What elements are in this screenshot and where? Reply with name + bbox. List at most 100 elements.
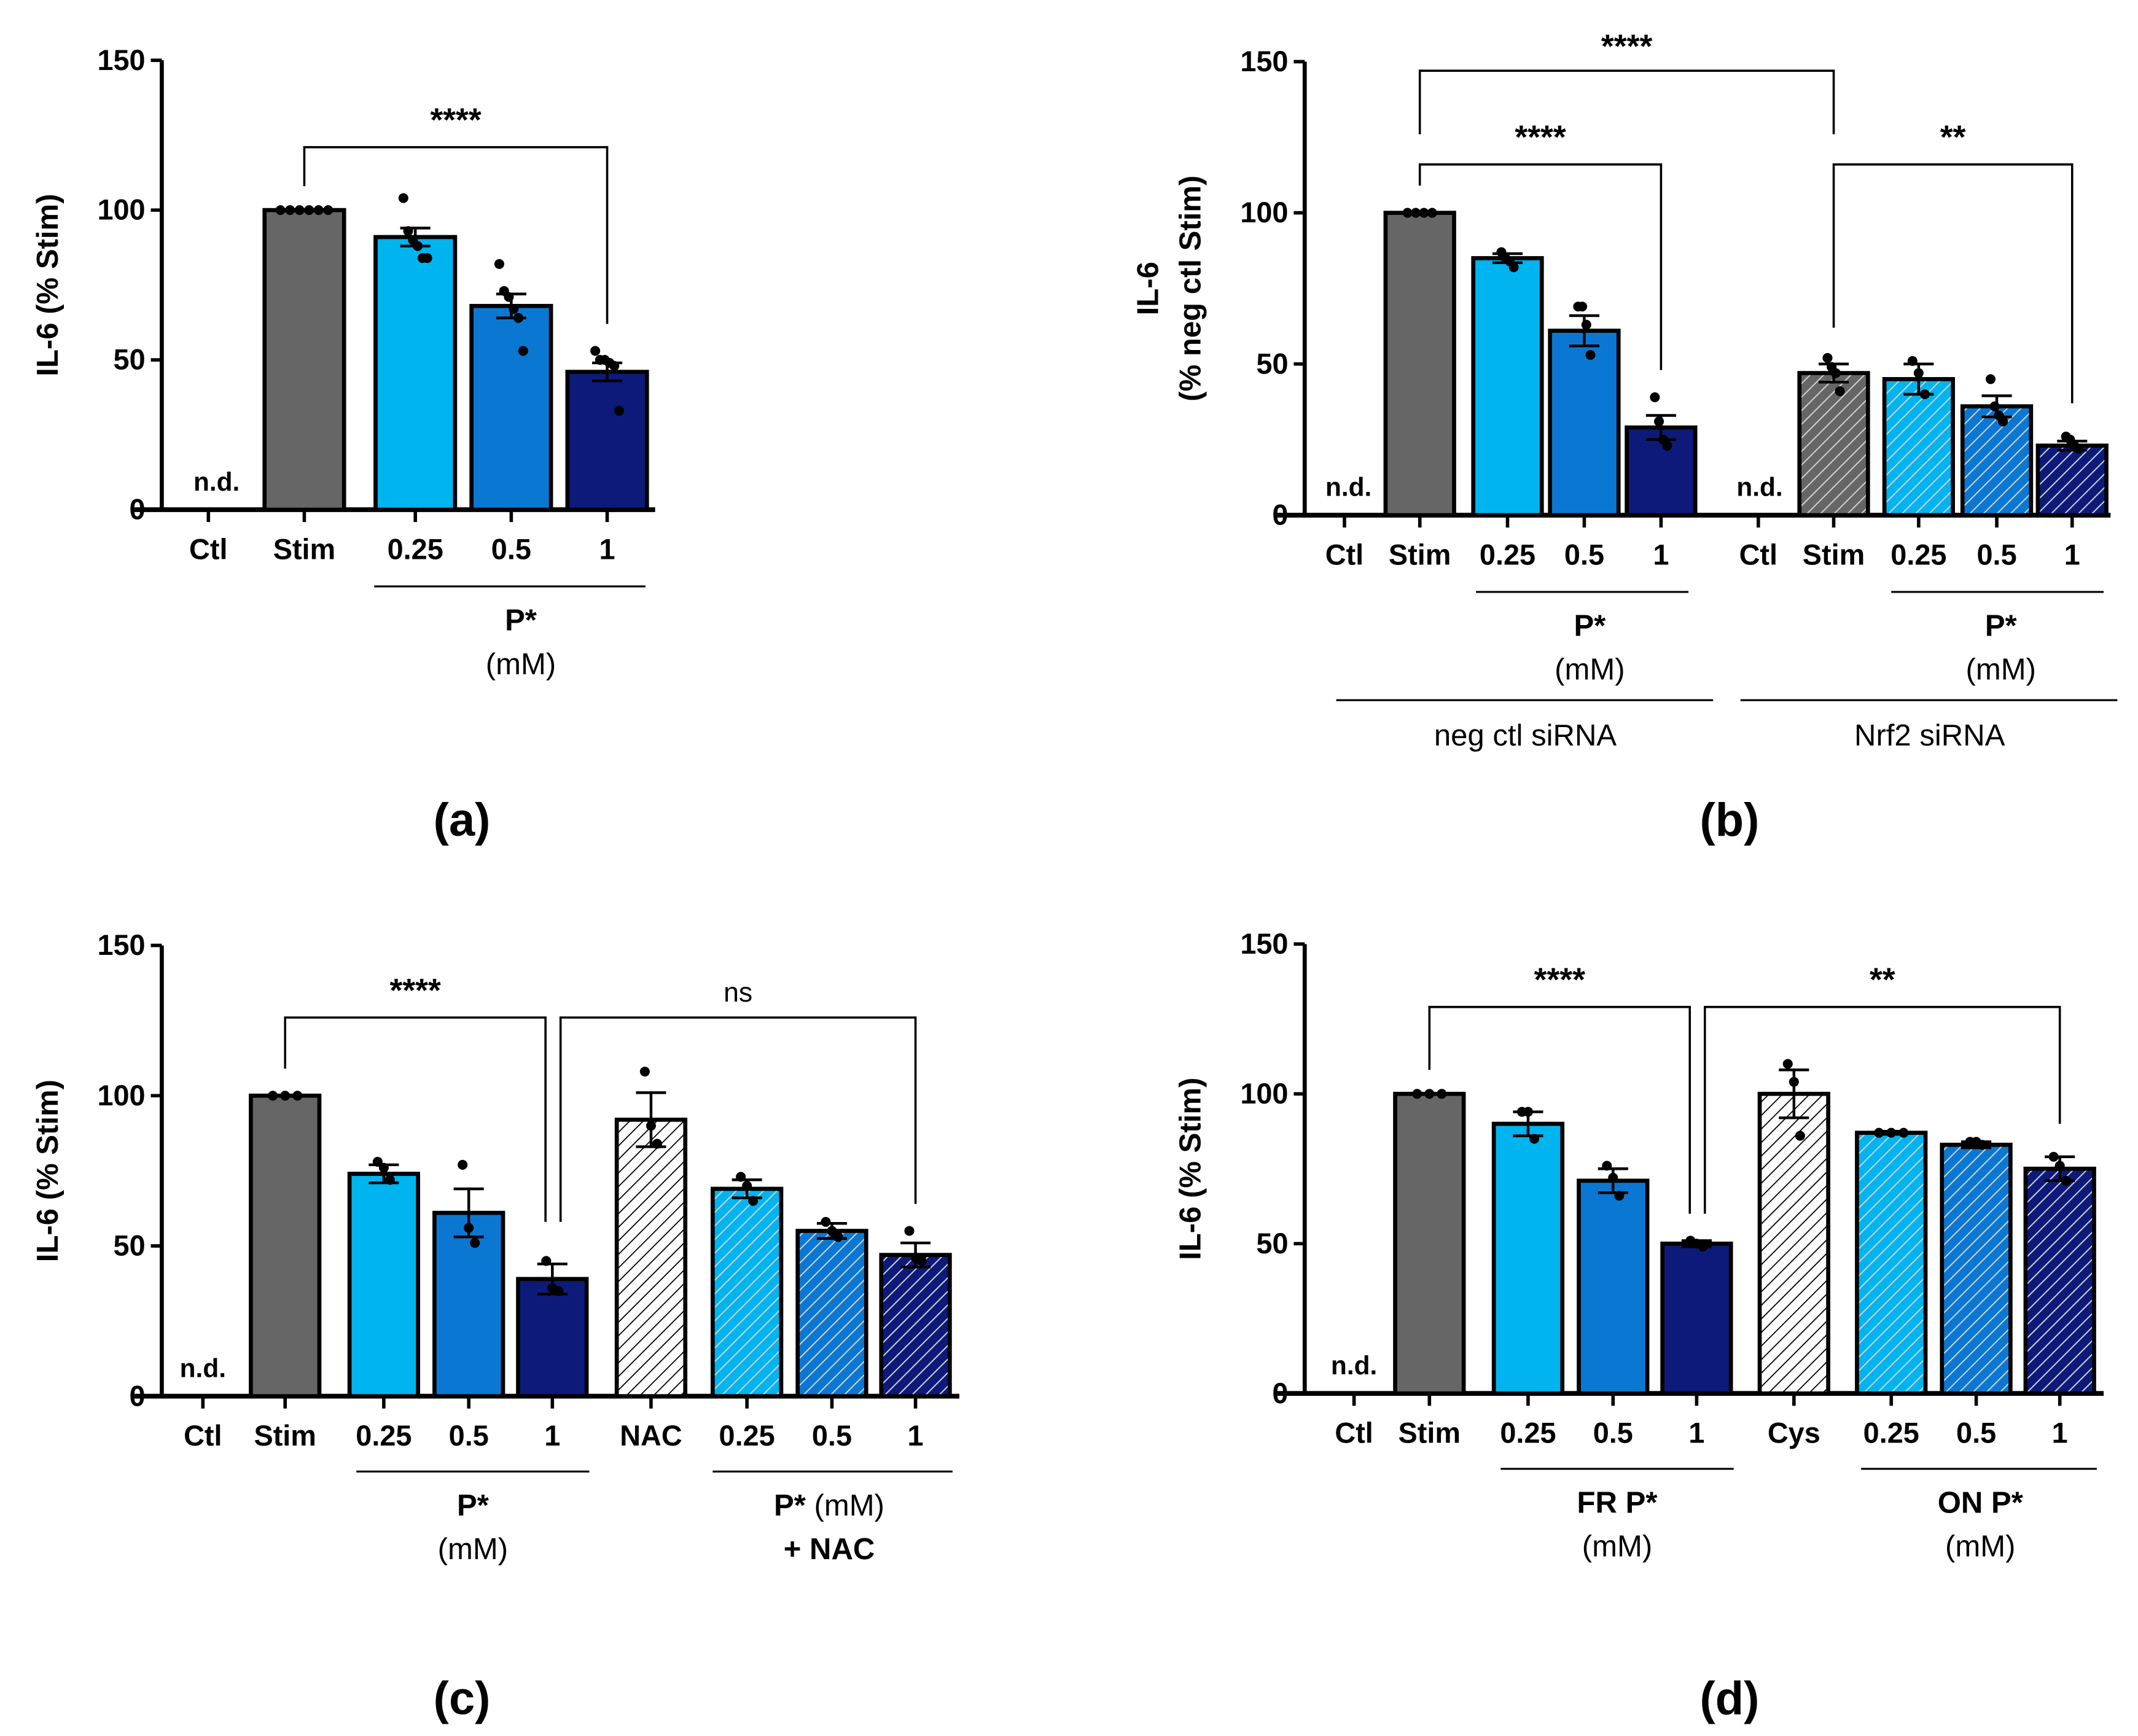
group-label: P* — [457, 1489, 490, 1522]
data-point — [1427, 208, 1437, 218]
significance-label: **** — [390, 973, 442, 1009]
significance-bracket — [1832, 163, 2074, 403]
x-tick-label: 0.25 — [356, 1420, 412, 1452]
bar — [711, 1186, 784, 1398]
y-tick-label: 150 — [97, 44, 145, 76]
data-point — [294, 205, 305, 216]
y-tick-label: 100 — [1240, 1078, 1288, 1110]
x-tick-label: 1 — [599, 533, 615, 565]
data-point — [1412, 1089, 1422, 1099]
x-tick-label: Ctl — [1335, 1417, 1373, 1449]
group-label: P* — [1985, 609, 2018, 642]
data-point — [1654, 416, 1664, 427]
data-point — [1508, 262, 1519, 273]
group-label: (mM) — [1582, 1530, 1652, 1563]
data-point — [1402, 208, 1413, 218]
bar — [1660, 1241, 1733, 1396]
bar — [2035, 443, 2109, 518]
significance-label: **** — [430, 103, 482, 139]
bar — [516, 1277, 589, 1398]
x-tick-label: 0.25 — [1890, 539, 1946, 570]
y-tick-label: 50 — [114, 1230, 146, 1262]
y-tick-label: 150 — [1240, 45, 1288, 77]
bar — [1960, 404, 2034, 518]
data-point — [1898, 1127, 1909, 1138]
x-tick-label: 1 — [544, 1420, 560, 1452]
x-tick-label: Stim — [1803, 539, 1865, 570]
bar — [1491, 1121, 1565, 1396]
data-point — [1410, 208, 1421, 218]
x-tick-label: 0.25 — [1863, 1417, 1919, 1449]
y-axis-label: IL-6 (% Stim) — [31, 1080, 64, 1262]
x-tick-label: 1 — [2064, 539, 2080, 570]
x-tick-label: Ctl — [1739, 539, 1777, 570]
chart-panel-b: 050100150IL-6(% neg ctl Stim)Ctln.d.Stim… — [1132, 29, 2118, 846]
not-detected-label: n.d. — [1331, 1351, 1377, 1380]
data-point — [1437, 1089, 1447, 1099]
panel-label: (d) — [1700, 1672, 1760, 1724]
x-tick-label: 0.25 — [719, 1420, 775, 1452]
y-tick-label: 100 — [97, 194, 145, 226]
data-point — [268, 1091, 278, 1101]
y-tick-label: 50 — [1256, 1228, 1288, 1259]
data-point — [470, 1238, 480, 1248]
group-label-part: P* — [774, 1489, 806, 1522]
data-point — [280, 1091, 291, 1101]
significance-label: **** — [1601, 29, 1653, 65]
data-point — [639, 1067, 650, 1077]
data-point — [2073, 443, 2083, 454]
data-point — [1581, 319, 1591, 330]
data-point — [398, 193, 408, 203]
not-detected-label: n.d. — [193, 467, 240, 496]
not-detected-label: n.d. — [180, 1353, 226, 1382]
bar — [347, 1172, 421, 1398]
panel-label: (a) — [434, 794, 491, 846]
x-tick-label: 0.5 — [812, 1420, 852, 1452]
bar — [1383, 211, 1456, 518]
data-point — [422, 253, 432, 263]
x-tick-label: Ctl — [189, 533, 227, 565]
data-point — [1985, 374, 1996, 384]
data-point — [904, 1226, 915, 1236]
x-tick-label: 0.5 — [1564, 539, 1604, 570]
group-label: (mM) — [1966, 653, 2036, 687]
bar — [795, 1229, 868, 1398]
bar — [1757, 1091, 1830, 1396]
data-point — [292, 1091, 303, 1101]
group-label: (mM) — [438, 1533, 508, 1566]
y-tick-label: 50 — [1256, 348, 1288, 380]
not-detected-label: n.d. — [1736, 473, 1782, 502]
bar — [373, 235, 458, 512]
outer-group-label: Nrf2 siRNA — [1854, 719, 2005, 752]
y-tick-label: 150 — [1240, 928, 1288, 960]
significance-bracket — [559, 1016, 917, 1222]
significance-label: **** — [1534, 962, 1586, 998]
significance-label: **** — [1515, 119, 1566, 155]
bar — [1393, 1091, 1466, 1396]
data-point — [458, 1159, 468, 1170]
bar — [432, 1210, 505, 1398]
chart-panel-d: 050100150IL-6 (% Stim)Ctln.d.Stim0.250.5… — [1174, 928, 2104, 1724]
data-point — [285, 205, 295, 216]
data-point — [304, 205, 314, 216]
bar — [469, 303, 553, 512]
group-label: (mM) — [486, 648, 556, 681]
data-point — [1577, 302, 1588, 312]
x-tick-label: 0.25 — [1500, 1417, 1556, 1449]
chart-panel-c: 050100150IL-6 (% Stim)Ctln.d.Stim0.250.5… — [31, 929, 959, 1724]
x-tick-label: Ctl — [1325, 539, 1364, 570]
data-point — [1424, 1089, 1435, 1099]
data-point — [1782, 1059, 1793, 1069]
x-tick-label: 1 — [2052, 1417, 2068, 1449]
data-point — [1830, 368, 1841, 378]
data-point — [1835, 386, 1845, 397]
data-point — [590, 346, 601, 356]
data-point — [821, 1216, 831, 1227]
bar — [262, 208, 346, 512]
bar — [614, 1118, 688, 1398]
data-point — [1998, 416, 2008, 427]
y-axis-label: (% neg ctl Stim) — [1174, 176, 1208, 402]
x-tick-label: Stim — [254, 1420, 316, 1452]
significance-label: ns — [724, 978, 752, 1008]
group-label: P* (mM) — [774, 1489, 884, 1522]
